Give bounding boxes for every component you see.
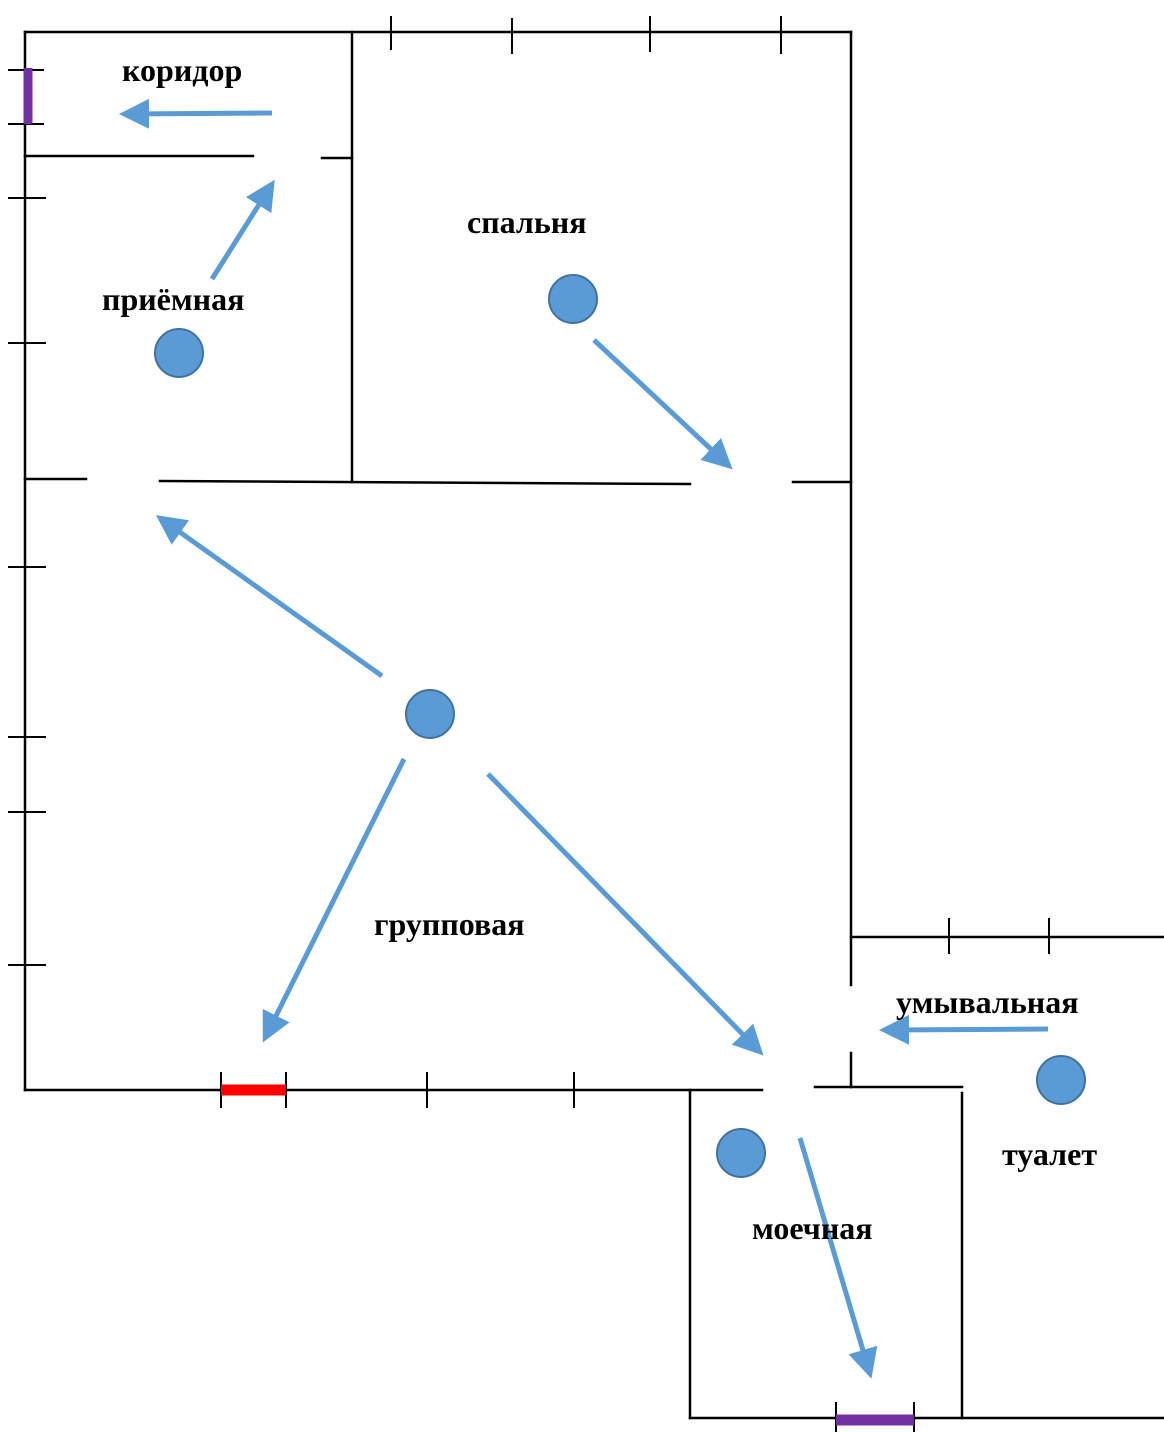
- room-label-toilet: туалет: [1002, 1136, 1097, 1172]
- wall-group-top: [158, 479, 692, 486]
- marker-group: [405, 689, 455, 739]
- marker-reception: [154, 328, 204, 378]
- arrow-dishwashing-to-exit: [797, 1137, 878, 1379]
- room-label-dishwashing: моечная: [752, 1210, 873, 1246]
- room-label-corridor: коридор: [122, 52, 242, 88]
- marker-bedroom: [548, 274, 598, 324]
- arrow-washroom-to-group: [879, 1014, 1049, 1045]
- arrow-group-to-reception: [155, 515, 384, 679]
- arrow-bedroom-to-group: [592, 338, 733, 470]
- arrow-group-to-emergency-exit: [262, 757, 407, 1043]
- room-label-bedroom: спальня: [467, 204, 587, 240]
- window-ticks: [8, 16, 1050, 1432]
- marker-toilet: [1036, 1055, 1086, 1105]
- room-label-washroom: умывальная: [896, 984, 1079, 1020]
- arrow-group-to-dishwashing: [486, 772, 764, 1056]
- marker-dishwashing: [716, 1128, 766, 1178]
- room-markers: [154, 274, 1086, 1178]
- room-label-reception: приёмная: [102, 281, 244, 317]
- evacuation-routes: [119, 98, 1049, 1379]
- exit-doors: [23, 68, 914, 1426]
- room-label-group: групповая: [374, 906, 525, 942]
- walls: [23, 30, 1164, 1420]
- arrow-reception-to-corridor: [209, 179, 275, 281]
- arrow-corridor-left: [119, 98, 273, 129]
- room-labels: коридор спальня приёмная групповая умыва…: [102, 52, 1097, 1246]
